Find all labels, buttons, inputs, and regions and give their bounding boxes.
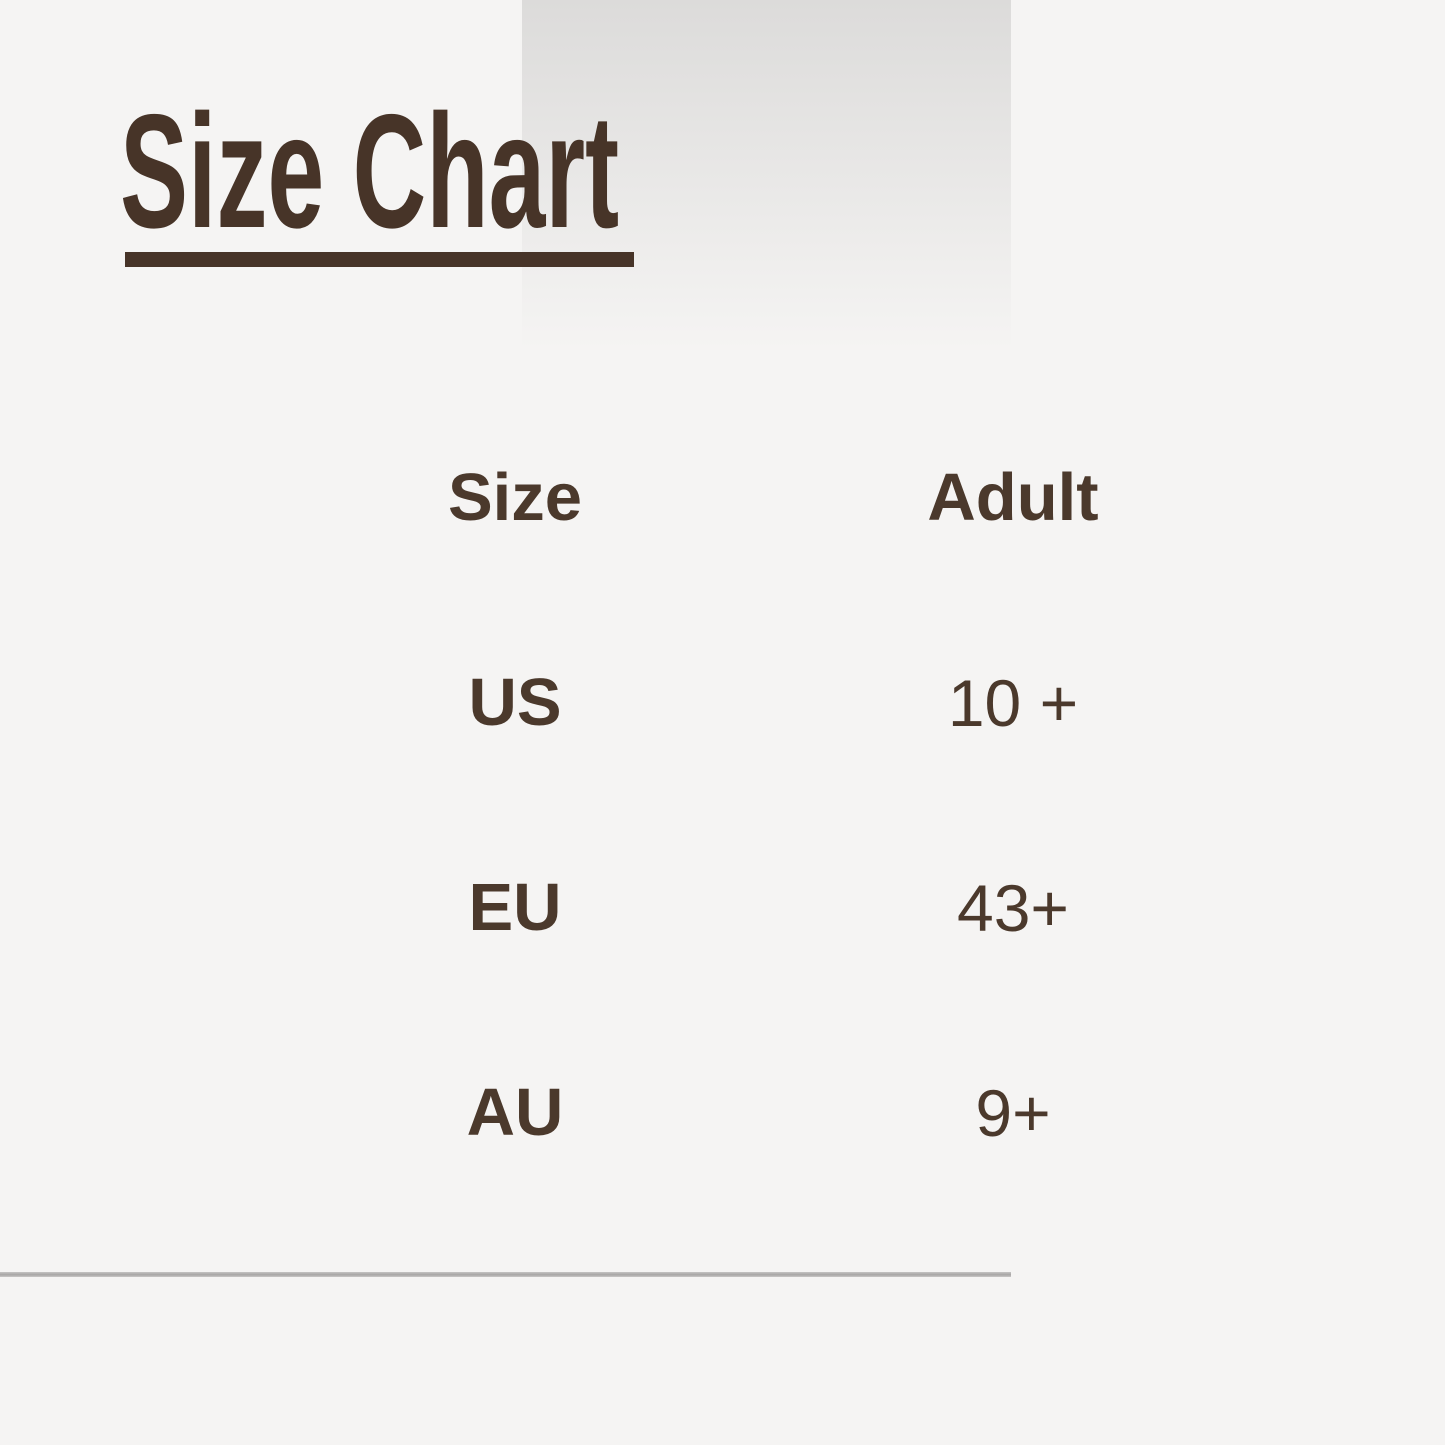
table-row-au: AU 9+ [266,1010,1262,1215]
column-header-size: Size [447,460,583,535]
row-value-us: 10 + [947,665,1079,740]
row-label-us: US [468,665,562,740]
row-value-eu: 43+ [957,870,1069,945]
row-label-eu: EU [468,870,562,945]
table-row-us: US 10 + [266,600,1262,805]
row-label-au: AU [466,1075,564,1150]
bottom-divider-line [0,1272,1011,1277]
top-gradient-decoration [522,0,1011,350]
column-header-adult: Adult [927,460,1099,535]
table-header-row: Size Adult [266,395,1262,600]
table-row-eu: EU 43+ [266,805,1262,1010]
row-value-au: 9+ [975,1075,1051,1150]
title-underline [125,252,634,267]
size-chart-table: Size Adult US 10 + EU 43+ AU 9+ [266,395,1262,1215]
page-title: Size Chart [120,81,620,262]
